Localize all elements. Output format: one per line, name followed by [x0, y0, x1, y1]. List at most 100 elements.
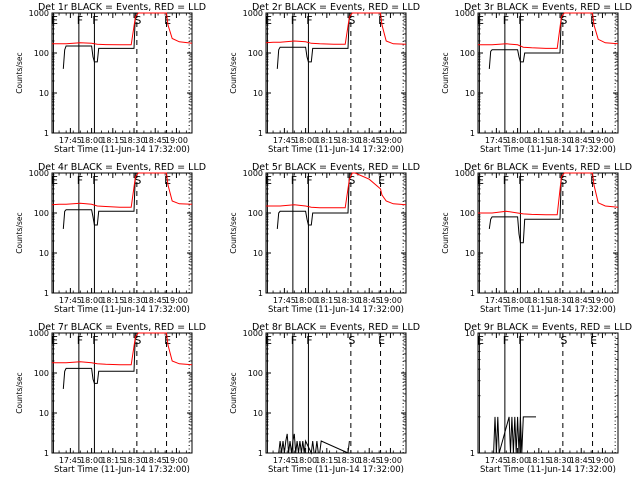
x-tick-label: 18:00 [506, 296, 529, 305]
x-tick-label: 18:15 [315, 296, 338, 305]
x-tick-label: 17:45 [485, 136, 508, 145]
x-tick-label: 18:00 [294, 136, 317, 145]
event-marker-label: F [77, 14, 83, 27]
x-tick-label: 18:45 [358, 456, 381, 465]
x-tick-label: 18:30 [548, 456, 571, 465]
event-marker-label: F [77, 174, 83, 187]
x-tick-label: 18:30 [336, 136, 359, 145]
series-events-line [493, 416, 536, 454]
y-axis-label: Counts/sec [15, 372, 24, 413]
x-tick-label: 19:00 [379, 136, 402, 145]
x-tick-label: 18:30 [336, 456, 359, 465]
y-tick-label: 10 [39, 409, 49, 418]
y-axis-label: Counts/sec [229, 372, 238, 413]
y-tick-label: 1000 [243, 9, 263, 18]
chart-title: Det 9r BLACK = Events, RED = LLD [464, 322, 632, 333]
y-tick-label: 1000 [29, 169, 49, 178]
chart-title: Det 5r BLACK = Events, RED = LLD [252, 162, 420, 173]
chart-title: Det 7r BLACK = Events, RED = LLD [38, 322, 206, 333]
panel-det-7: Det 7r BLACK = Events, RED = LLD 1 10 100 10… [15, 322, 206, 475]
y-tick-label: 10 [253, 249, 263, 258]
panel-det-5: Det 5r BLACK = Events, RED = LLD 1 10 100 10… [229, 162, 420, 315]
panel-det-9: Det 9r BLACK = Events, RED = LLD 1 10 17:45… [464, 322, 632, 475]
y-tick-label: 10 [253, 89, 263, 98]
y-axis-label: Counts/sec [15, 212, 24, 253]
y-tick-label: 100 [248, 49, 263, 58]
x-tick-label: 19:00 [165, 136, 188, 145]
event-marker-label: E [51, 334, 58, 347]
series-events-line [488, 12, 563, 69]
x-tick-label: 19:00 [379, 296, 402, 305]
event-marker-label: E [477, 14, 484, 27]
x-tick-label: 17:45 [59, 296, 82, 305]
chart-title: Det 1r BLACK = Events, RED = LLD [38, 2, 206, 13]
event-marker-label: S [134, 14, 141, 27]
x-tick-label: 18:15 [101, 456, 124, 465]
y-tick-label: 1 [44, 289, 49, 298]
event-marker-label: S [348, 334, 355, 347]
x-tick-label: 18:15 [315, 136, 338, 145]
panel-det-1: Det 1r BLACK = Events, RED = LLD 1 10 100 10… [15, 2, 206, 155]
event-marker-label: E [265, 334, 272, 347]
series-events-line [276, 12, 351, 69]
x-tick-label: 18:00 [80, 296, 103, 305]
event-marker-label: E [51, 174, 58, 187]
y-tick-label: 1 [44, 129, 49, 138]
x-tick-label: 19:00 [379, 456, 402, 465]
event-marker-label: F [291, 14, 297, 27]
x-tick-label: 18:45 [144, 456, 167, 465]
plot-frame [477, 172, 619, 294]
event-marker-label: S [348, 14, 355, 27]
x-tick-label: 19:00 [165, 456, 188, 465]
x-tick-label: 18:45 [570, 456, 593, 465]
x-tick-label: 18:15 [527, 136, 550, 145]
y-tick-label: 100 [248, 369, 263, 378]
x-tick-label: 17:45 [59, 136, 82, 145]
y-tick-label: 100 [248, 209, 263, 218]
x-tick-label: 18:45 [570, 296, 593, 305]
x-axis-label: Start Time (11-Jun-14 17:32:00) [54, 465, 190, 475]
y-tick-label: 1 [470, 449, 475, 458]
x-tick-label: 18:30 [548, 296, 571, 305]
y-tick-label: 100 [34, 369, 49, 378]
series-lld-line [51, 172, 193, 208]
x-tick-label: 18:30 [336, 296, 359, 305]
event-marker-label: F [92, 14, 98, 27]
chart-title: Det 2r BLACK = Events, RED = LLD [252, 2, 420, 13]
y-tick-label: 1 [470, 129, 475, 138]
y-axis-label: Counts/sec [229, 212, 238, 253]
plot-frame [51, 332, 193, 454]
y-tick-label: 10 [39, 249, 49, 258]
x-tick-label: 17:45 [485, 456, 508, 465]
x-tick-label: 19:00 [591, 296, 614, 305]
series-events-line [488, 172, 563, 244]
y-tick-label: 100 [34, 49, 49, 58]
y-tick-label: 1 [258, 449, 263, 458]
x-tick-label: 18:00 [506, 136, 529, 145]
event-marker-label: F [518, 334, 524, 347]
y-tick-label: 100 [460, 209, 475, 218]
chart-title: Det 4r BLACK = Events, RED = LLD [38, 162, 206, 173]
y-tick-label: 1000 [29, 329, 49, 338]
chart-title: Det 8r BLACK = Events, RED = LLD [252, 322, 420, 333]
x-tick-label: 18:45 [358, 136, 381, 145]
x-axis-label: Start Time (11-Jun-14 17:32:00) [480, 305, 616, 315]
x-tick-label: 18:00 [294, 456, 317, 465]
y-tick-label: 10 [253, 409, 263, 418]
x-tick-label: 18:00 [506, 456, 529, 465]
y-tick-label: 1000 [455, 9, 475, 18]
event-marker-label: F [306, 174, 312, 187]
event-marker-label: S [560, 14, 567, 27]
chart-title: Det 6r BLACK = Events, RED = LLD [464, 162, 632, 173]
x-tick-label: 18:45 [144, 136, 167, 145]
y-axis-label: Counts/sec [441, 212, 450, 253]
y-tick-label: 1 [258, 129, 263, 138]
plot-frame [265, 172, 407, 294]
y-tick-label: 1000 [243, 329, 263, 338]
series-lld-line [478, 172, 619, 216]
series-lld-line [52, 12, 193, 46]
event-marker-label: E [378, 334, 385, 347]
event-marker-label: F [306, 14, 312, 27]
x-tick-label: 18:15 [315, 456, 338, 465]
